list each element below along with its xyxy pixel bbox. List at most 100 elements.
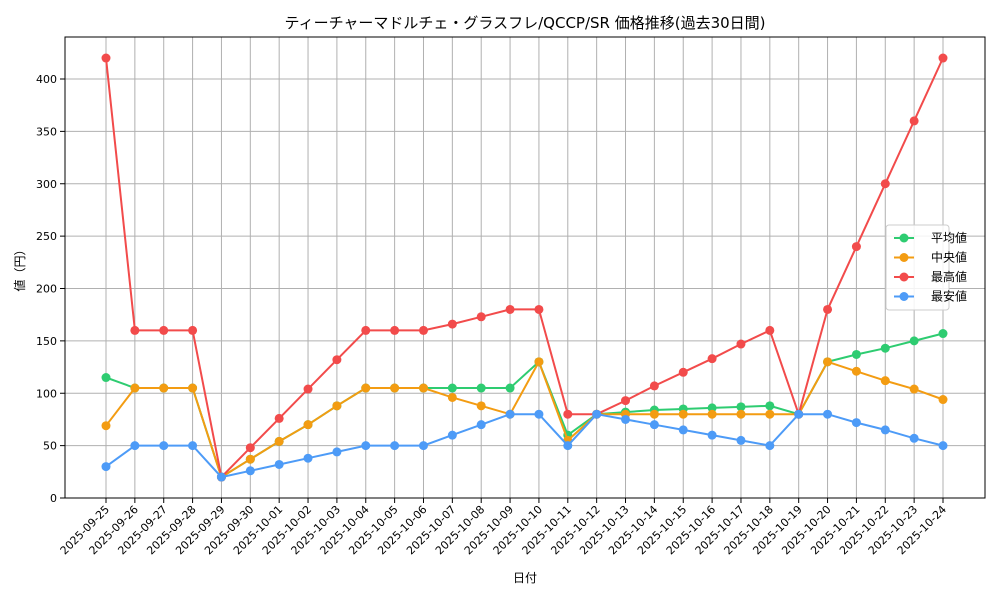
data-point <box>418 441 428 451</box>
legend-marker <box>899 233 909 243</box>
data-point <box>765 325 775 335</box>
data-point <box>505 304 515 314</box>
data-point <box>245 454 255 464</box>
data-point <box>476 401 486 411</box>
y-tick-label: 300 <box>36 178 57 191</box>
data-point <box>159 325 169 335</box>
data-point <box>245 466 255 476</box>
data-point <box>851 366 861 376</box>
series-lines <box>101 53 948 482</box>
data-point <box>476 383 486 393</box>
legend-label: 最高値 <box>931 269 967 284</box>
data-point <box>130 325 140 335</box>
data-point <box>707 403 717 413</box>
data-point <box>794 409 804 419</box>
data-point <box>390 383 400 393</box>
data-point <box>823 409 833 419</box>
data-point <box>274 436 284 446</box>
y-tick-label: 50 <box>43 440 57 453</box>
legend-marker <box>899 292 909 301</box>
data-point <box>678 409 688 419</box>
legend-label: 最安値 <box>931 289 967 304</box>
data-point <box>880 376 890 386</box>
legend-item: 最安値 <box>894 289 967 304</box>
data-point <box>707 409 717 419</box>
chart-title: ティーチャーマドルチェ・グラスフレ/QCCP/SR 価格推移(過去30日間) <box>284 14 765 32</box>
legend-marker <box>899 272 909 282</box>
series-line <box>105 413 944 479</box>
data-point <box>649 381 659 391</box>
data-point <box>303 453 313 463</box>
data-point <box>216 472 226 482</box>
data-point <box>621 414 631 424</box>
data-point <box>909 433 919 443</box>
data-point <box>534 357 544 367</box>
series-最安値 <box>101 409 948 482</box>
data-point <box>851 349 861 359</box>
data-point <box>361 325 371 335</box>
data-point <box>332 401 342 411</box>
legend-label: 平均値 <box>931 230 967 245</box>
data-point <box>418 383 428 393</box>
y-axis-label: 値（円） <box>12 243 27 291</box>
data-point <box>649 409 659 419</box>
data-point <box>390 441 400 451</box>
data-point <box>649 420 659 430</box>
data-point <box>130 383 140 393</box>
data-point <box>101 53 111 63</box>
data-point <box>476 420 486 430</box>
legend-marker <box>899 253 909 262</box>
legend-box <box>885 224 950 311</box>
axes: 2025-09-252025-09-262025-09-272025-09-28… <box>36 73 949 557</box>
data-point <box>188 325 198 335</box>
series-line <box>105 359 944 479</box>
y-tick-label: 200 <box>36 283 57 296</box>
data-point <box>909 116 919 126</box>
data-point <box>851 242 861 252</box>
data-point <box>736 402 746 412</box>
data-point <box>476 312 486 322</box>
y-tick-label: 0 <box>50 492 57 505</box>
data-point <box>505 383 515 393</box>
data-point <box>880 425 890 435</box>
data-point <box>447 392 457 402</box>
data-point <box>361 441 371 451</box>
data-point <box>736 409 746 419</box>
series-line <box>105 332 944 479</box>
data-point <box>505 409 515 419</box>
data-point <box>938 441 948 451</box>
data-point <box>101 462 111 472</box>
data-point <box>274 413 284 423</box>
data-point <box>909 336 919 346</box>
data-point <box>736 339 746 349</box>
data-point <box>274 459 284 469</box>
y-tick-label: 400 <box>36 73 57 86</box>
data-point <box>938 395 948 405</box>
y-tick-label: 100 <box>36 387 57 400</box>
data-point <box>678 367 688 377</box>
data-point <box>765 401 775 411</box>
data-point <box>823 304 833 314</box>
y-tick-label: 350 <box>36 125 57 138</box>
data-point <box>188 441 198 451</box>
data-point <box>332 447 342 457</box>
y-tick-label: 250 <box>36 230 57 243</box>
series-line <box>105 57 944 480</box>
data-point <box>880 343 890 353</box>
data-point <box>707 354 717 364</box>
data-point <box>159 383 169 393</box>
data-point <box>101 421 111 431</box>
data-point <box>880 179 890 189</box>
data-point <box>534 409 544 419</box>
legend-item: 平均値 <box>894 230 967 245</box>
data-point <box>765 409 775 419</box>
data-point <box>592 409 602 419</box>
data-point <box>563 409 573 419</box>
data-point <box>563 441 573 451</box>
data-point <box>447 383 457 393</box>
series-平均値 <box>101 329 948 482</box>
data-point <box>447 319 457 329</box>
